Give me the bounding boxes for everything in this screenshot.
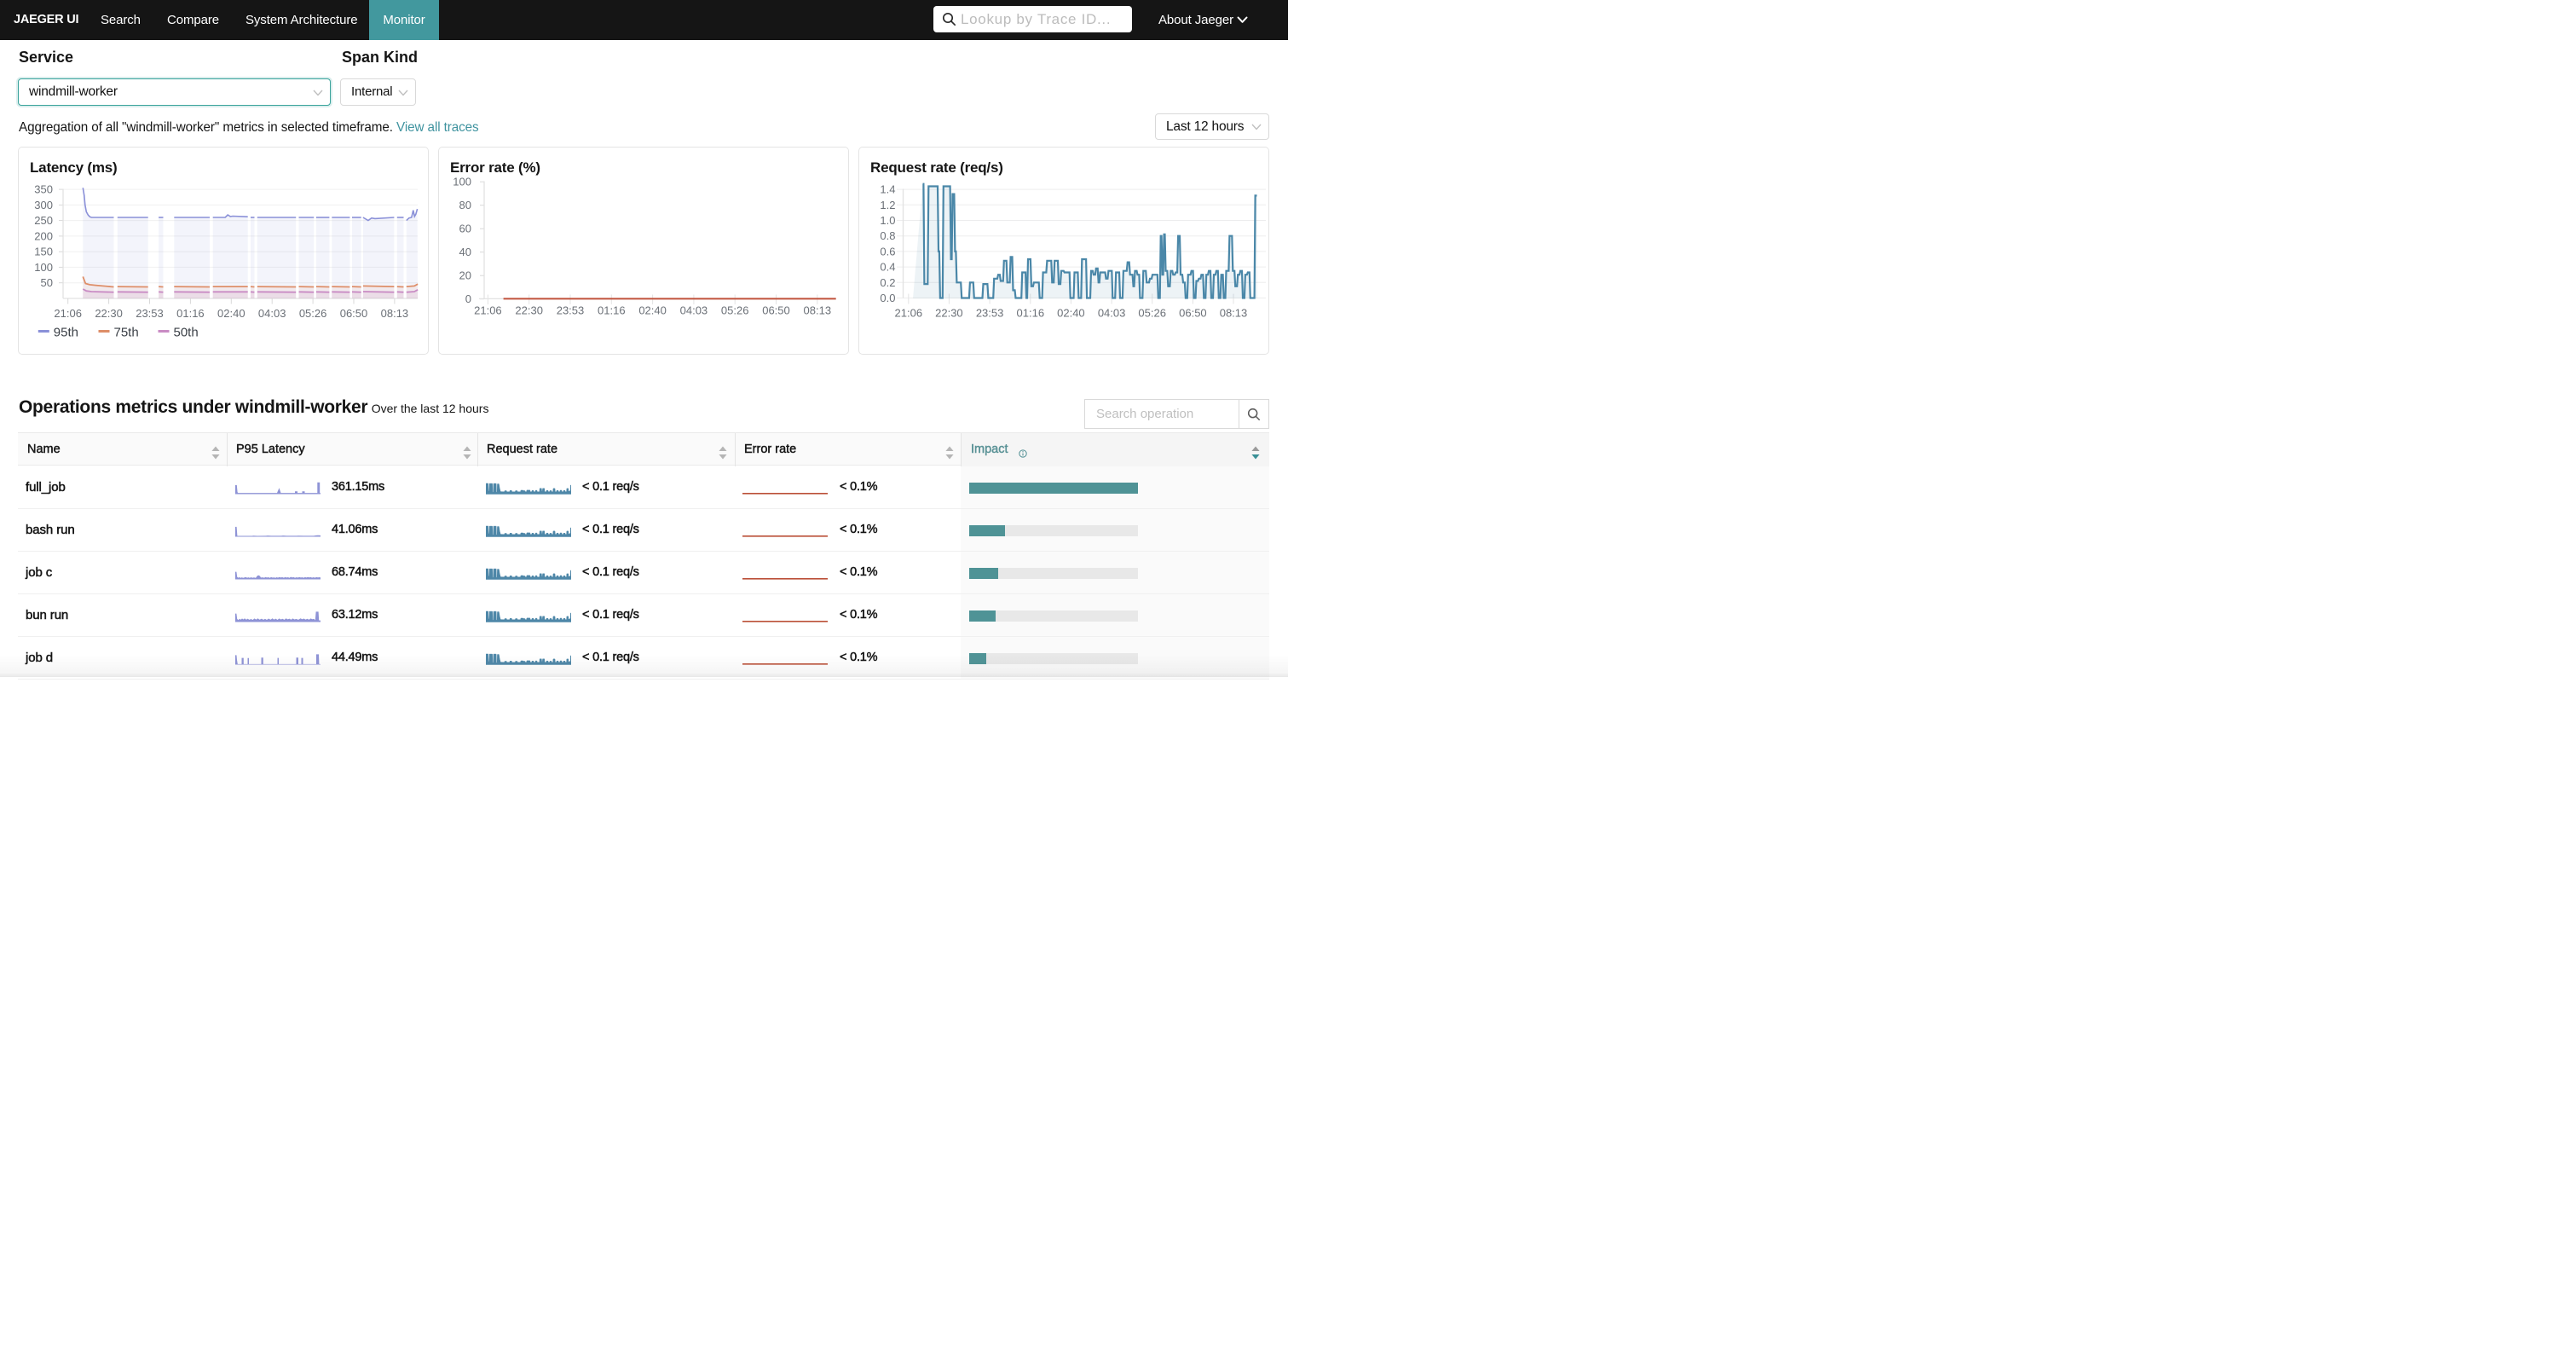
svg-text:250: 250 xyxy=(34,214,53,227)
svg-text:40: 40 xyxy=(459,246,471,258)
svg-text:0.8: 0.8 xyxy=(880,229,895,242)
svg-text:21:06: 21:06 xyxy=(54,307,82,320)
svg-text:1.0: 1.0 xyxy=(880,214,895,227)
svg-text:04:03: 04:03 xyxy=(680,304,708,317)
svg-text:06:50: 06:50 xyxy=(340,307,368,320)
svg-text:02:40: 02:40 xyxy=(217,307,245,320)
svg-text:150: 150 xyxy=(34,246,53,258)
svg-text:08:13: 08:13 xyxy=(1220,307,1248,320)
svg-text:95th: 95th xyxy=(54,326,78,340)
svg-text:23:53: 23:53 xyxy=(136,307,164,320)
svg-text:05:26: 05:26 xyxy=(721,304,749,317)
svg-text:05:26: 05:26 xyxy=(1138,307,1166,320)
svg-text:1.2: 1.2 xyxy=(880,199,895,211)
svg-text:08:13: 08:13 xyxy=(381,307,409,320)
svg-text:20: 20 xyxy=(459,269,471,282)
svg-text:23:53: 23:53 xyxy=(976,307,1004,320)
svg-text:21:06: 21:06 xyxy=(895,307,923,320)
svg-text:100: 100 xyxy=(453,176,471,188)
svg-text:300: 300 xyxy=(34,199,53,211)
svg-text:75th: 75th xyxy=(114,326,139,340)
svg-text:23:53: 23:53 xyxy=(557,304,585,317)
svg-text:01:16: 01:16 xyxy=(176,307,205,320)
svg-text:0.2: 0.2 xyxy=(880,276,895,289)
svg-text:0.6: 0.6 xyxy=(880,245,895,257)
svg-text:80: 80 xyxy=(459,199,471,211)
svg-text:0.0: 0.0 xyxy=(880,292,895,304)
svg-text:350: 350 xyxy=(34,183,53,196)
svg-text:60: 60 xyxy=(459,223,471,235)
svg-text:22:30: 22:30 xyxy=(95,307,123,320)
svg-text:50th: 50th xyxy=(174,326,199,340)
svg-text:04:03: 04:03 xyxy=(1098,307,1126,320)
svg-text:06:50: 06:50 xyxy=(1179,307,1207,320)
svg-text:0.4: 0.4 xyxy=(880,261,895,274)
svg-text:22:30: 22:30 xyxy=(935,307,963,320)
svg-text:01:16: 01:16 xyxy=(598,304,626,317)
svg-text:04:03: 04:03 xyxy=(258,307,286,320)
svg-text:05:26: 05:26 xyxy=(299,307,327,320)
svg-text:50: 50 xyxy=(41,276,53,289)
svg-text:1.4: 1.4 xyxy=(880,183,895,196)
svg-text:08:13: 08:13 xyxy=(804,304,832,317)
svg-text:06:50: 06:50 xyxy=(762,304,790,317)
svg-text:0: 0 xyxy=(465,292,471,305)
svg-text:02:40: 02:40 xyxy=(638,304,667,317)
svg-text:02:40: 02:40 xyxy=(1057,307,1085,320)
svg-text:200: 200 xyxy=(34,229,53,242)
svg-text:22:30: 22:30 xyxy=(515,304,543,317)
svg-text:100: 100 xyxy=(34,261,53,274)
svg-text:01:16: 01:16 xyxy=(1017,307,1045,320)
svg-text:21:06: 21:06 xyxy=(474,304,502,317)
